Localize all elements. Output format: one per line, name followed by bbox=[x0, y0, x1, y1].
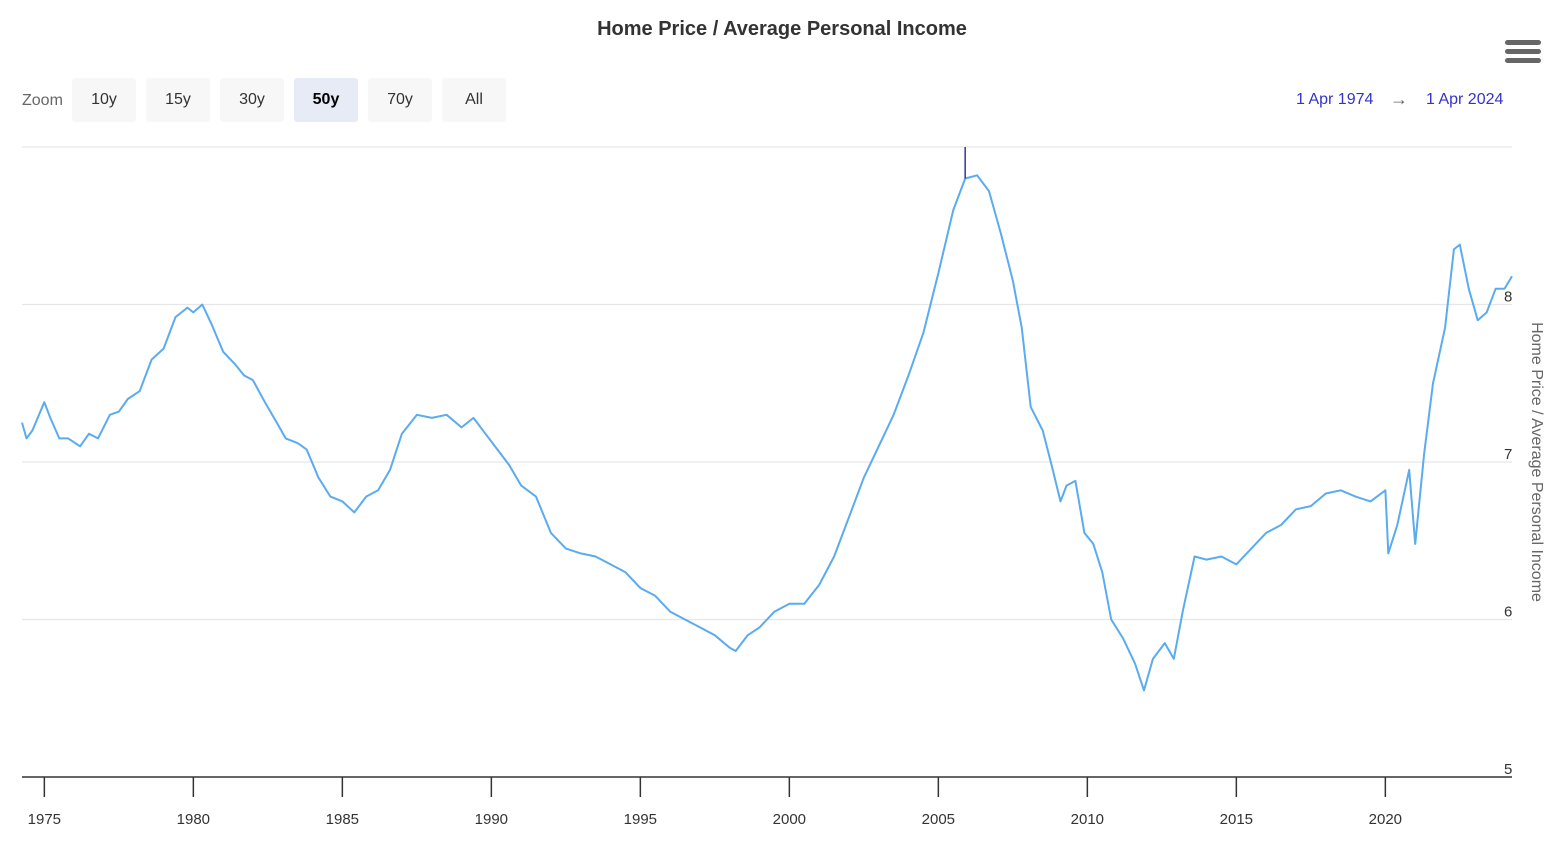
zoom-70y-button[interactable]: 70y bbox=[368, 78, 432, 122]
hamburger-menu-icon[interactable] bbox=[1505, 40, 1541, 68]
zoom-30y-button[interactable]: 30y bbox=[220, 78, 284, 122]
x-tick-label: 1990 bbox=[475, 811, 508, 828]
zoom-50y-button[interactable]: 50y bbox=[294, 78, 358, 122]
x-tick-label: 1985 bbox=[326, 811, 359, 828]
chart-title: Home Price / Average Personal Income bbox=[597, 18, 967, 40]
x-tick-label: 2005 bbox=[922, 811, 955, 828]
x-tick-label: 2015 bbox=[1220, 811, 1253, 828]
zoom-label: Zoom bbox=[22, 92, 63, 109]
y-tick-label: 6 bbox=[1504, 604, 1512, 621]
y-tick-label: 8 bbox=[1504, 289, 1512, 306]
y-tick-label: 5 bbox=[1504, 761, 1512, 778]
range-to-date[interactable]: 1 Apr 2024 bbox=[1426, 91, 1504, 108]
x-tick-label: 1995 bbox=[624, 811, 657, 828]
zoom-10y-button[interactable]: 10y bbox=[72, 78, 136, 122]
zoom-15y-button[interactable]: 15y bbox=[146, 78, 210, 122]
x-tick-label: 2020 bbox=[1369, 811, 1402, 828]
x-tick-label: 2000 bbox=[773, 811, 806, 828]
y-axis-title: Home Price / Average Personal Income bbox=[1528, 322, 1545, 602]
x-tick-label: 1980 bbox=[177, 811, 210, 828]
range-arrow: → bbox=[1390, 89, 1408, 109]
y-tick-label: 7 bbox=[1504, 446, 1512, 463]
x-tick-label: 2010 bbox=[1071, 811, 1104, 828]
range-from-date[interactable]: 1 Apr 1974 bbox=[1296, 91, 1374, 108]
x-tick-label: 1975 bbox=[28, 811, 61, 828]
series-line bbox=[21, 174, 1513, 692]
zoom-all-button[interactable]: All bbox=[442, 78, 506, 122]
